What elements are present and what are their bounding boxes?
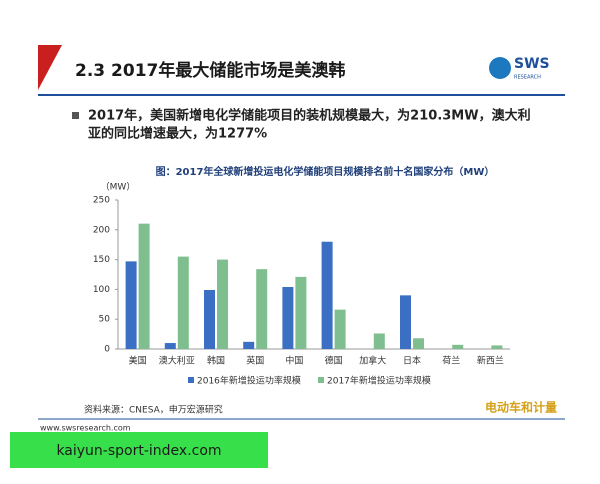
watermark: 电动车和计量 xyxy=(485,400,557,415)
legend-label: 2017年新增投运功率规模 xyxy=(327,375,431,387)
bar xyxy=(256,269,268,349)
bar xyxy=(334,309,346,349)
y-tick-label: 200 xyxy=(93,225,110,235)
bar xyxy=(295,276,307,349)
bar xyxy=(164,343,176,349)
bar xyxy=(177,256,189,349)
y-tick-label: 50 xyxy=(99,315,111,325)
bar xyxy=(321,241,333,349)
legend-swatch xyxy=(318,377,324,383)
banner-text: kaiyun-sport-index.com xyxy=(56,443,221,459)
bullet xyxy=(72,112,79,119)
bar xyxy=(125,261,137,349)
bar xyxy=(373,333,385,349)
legend-swatch xyxy=(188,377,194,383)
source: 资料来源：CNESA，申万宏源研究 xyxy=(84,404,223,416)
logo-icon xyxy=(489,57,511,79)
logo: SWS xyxy=(514,56,550,72)
chart-title: 图：2017年全球新增投运电化学储能项目规模排名前十名国家分布（MW） xyxy=(156,165,495,178)
bullet-text: 2017年，美国新增电化学储能项目的装机规模最大，为210.3MW，澳大利 xyxy=(88,108,531,124)
y-tick-label: 150 xyxy=(93,255,110,265)
legend-label: 2016年新增投运功率规模 xyxy=(197,375,301,387)
y-axis-label: （MW） xyxy=(101,182,136,193)
x-tick-label: 美国 xyxy=(129,355,147,367)
bar xyxy=(400,295,411,349)
x-tick-label: 新西兰 xyxy=(477,355,504,367)
banner xyxy=(10,432,268,468)
bar xyxy=(413,338,424,349)
x-tick-label: 韩国 xyxy=(207,355,225,367)
x-tick-label: 澳大利亚 xyxy=(159,355,195,367)
website: www.swsresearch.com xyxy=(40,424,131,433)
bar xyxy=(452,344,464,349)
bar xyxy=(491,345,503,349)
x-tick-label: 德国 xyxy=(325,355,343,367)
bar xyxy=(217,259,228,349)
bar xyxy=(204,289,215,349)
y-tick-label: 0 xyxy=(104,345,110,355)
x-tick-label: 英国 xyxy=(246,355,264,367)
x-tick-label: 加拿大 xyxy=(359,355,386,367)
header-accent xyxy=(38,45,62,90)
bar xyxy=(243,341,255,349)
y-tick-label: 250 xyxy=(93,196,110,206)
x-tick-label: 荷兰 xyxy=(442,355,460,367)
x-tick-label: 日本 xyxy=(403,355,421,367)
x-tick-label: 中国 xyxy=(285,355,303,367)
bullet-text: 亚的同比增速最大，为1277% xyxy=(88,126,267,142)
slide-heading: 2.3 2017年最大储能市场是美澳韩 xyxy=(75,60,345,81)
bar xyxy=(138,223,150,349)
bar xyxy=(282,287,294,349)
y-tick-label: 100 xyxy=(93,285,110,295)
logo-sub: RESEARCH xyxy=(514,75,541,81)
